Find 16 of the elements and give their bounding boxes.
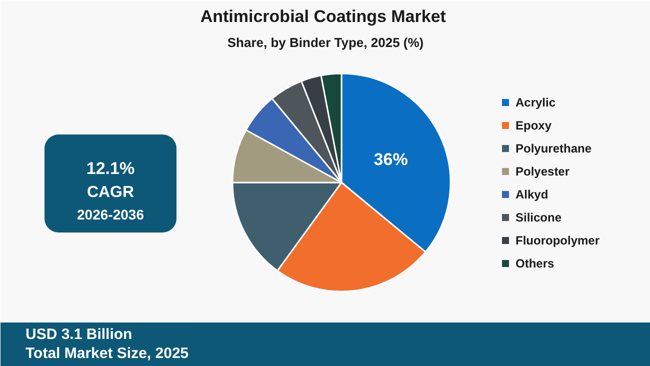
chart-title: Antimicrobial Coatings Market: [200, 7, 446, 26]
legend-label: Polyurethane: [516, 142, 592, 156]
text: USD 3.1 Billion: [26, 326, 132, 343]
text: 12.1%: [86, 159, 135, 178]
legend-label: Polyester: [516, 164, 570, 178]
text: 2026-2036: [77, 206, 144, 222]
legend-label: Silicone: [516, 210, 562, 224]
legend-label: Acrylic: [516, 96, 556, 110]
data-label: 36%: [374, 150, 408, 169]
legend-label: Alkyd: [516, 188, 548, 202]
text: CAGR: [86, 184, 134, 201]
chart-subtitle: Share, by Binder Type, 2025 (%): [227, 35, 424, 50]
legend-label: Others: [516, 256, 555, 270]
legend-label: Epoxy: [516, 118, 552, 132]
legend-label: Fluoropolymer: [516, 234, 600, 248]
text: Total Market Size, 2025: [26, 345, 189, 362]
